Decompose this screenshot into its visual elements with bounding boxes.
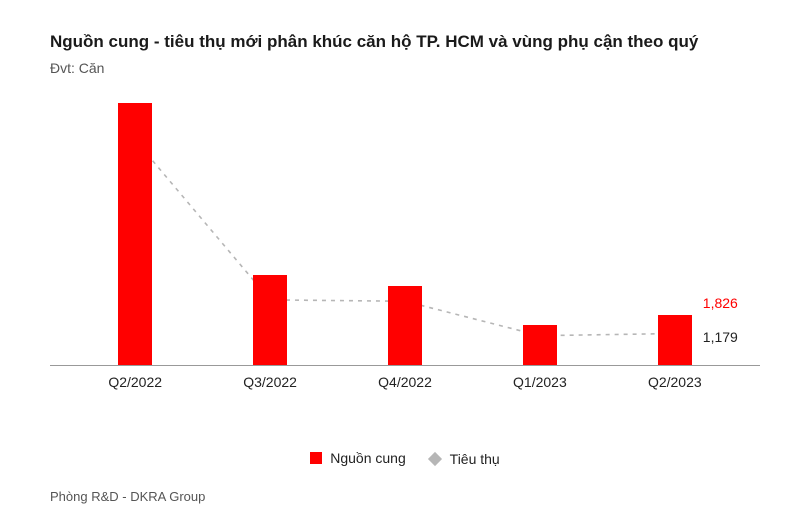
bar <box>523 325 557 365</box>
legend-item-bar: Nguồn cung <box>310 450 406 466</box>
legend-label-bar: Nguồn cung <box>330 450 406 466</box>
x-tick-label: Q4/2022 <box>378 374 432 390</box>
plot-region <box>50 96 760 366</box>
x-tick-label: Q2/2022 <box>108 374 162 390</box>
legend-item-line: Tiêu thụ <box>430 451 500 467</box>
end-label-line: 1,179 <box>703 329 738 345</box>
chart-subtitle: Đvt: Căn <box>50 60 760 76</box>
bar <box>388 286 422 365</box>
legend-label-line: Tiêu thụ <box>450 451 500 467</box>
source-attribution: Phòng R&D - DKRA Group <box>50 489 760 504</box>
chart-title: Nguồn cung - tiêu thụ mới phân khúc căn … <box>50 30 760 54</box>
legend: Nguồn cung Tiêu thụ <box>50 450 760 467</box>
bar <box>658 315 692 365</box>
x-axis-labels: Q2/2022 Q3/2022 Q4/2022 Q1/2023 Q2/2023 <box>50 374 760 394</box>
x-tick-label: Q2/2023 <box>648 374 702 390</box>
chart-container: Nguồn cung - tiêu thụ mới phân khúc căn … <box>0 0 800 516</box>
end-label-bar: 1,826 <box>703 295 738 311</box>
chart-area: Q2/2022 Q3/2022 Q4/2022 Q1/2023 Q2/2023 1,82… <box>50 96 760 406</box>
x-tick-label: Q1/2023 <box>513 374 567 390</box>
bar <box>118 103 152 365</box>
x-tick-label: Q3/2022 <box>243 374 297 390</box>
bar <box>253 275 287 365</box>
legend-swatch-line <box>428 452 442 466</box>
legend-swatch-bar <box>310 452 322 464</box>
